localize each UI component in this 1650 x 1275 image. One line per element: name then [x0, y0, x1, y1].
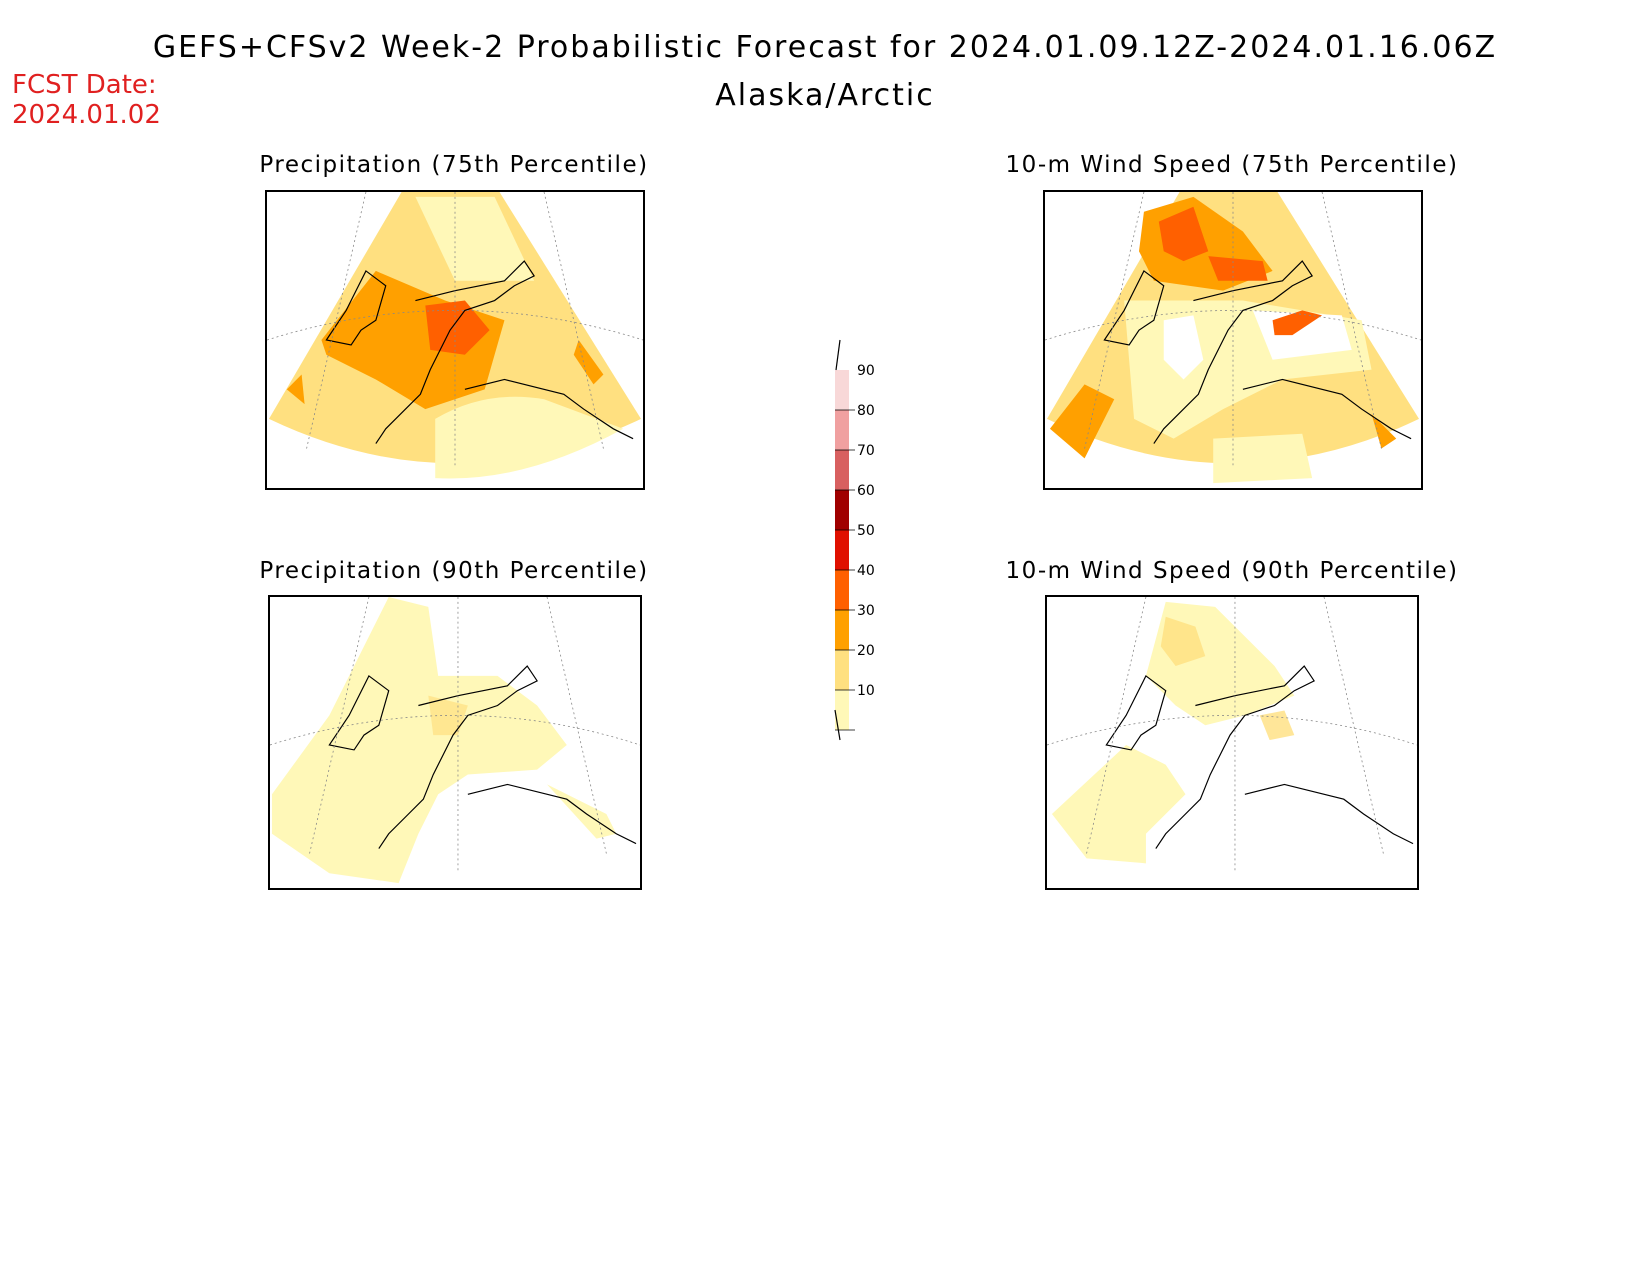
grid-lines — [267, 192, 643, 469]
orange-area — [1049, 384, 1115, 459]
forecast-date-label: FCST Date: — [12, 70, 157, 100]
forecast-date-value: 2024.01.02 — [12, 100, 161, 130]
colorbar-segment-40 — [835, 570, 849, 610]
panel-title-wind-75: 10-m Wind Speed (75th Percentile) — [1005, 152, 1459, 178]
colorbar-segment-50 — [835, 530, 849, 570]
colorbar-label-10: 10 — [857, 683, 875, 699]
colorbar-segment-20 — [835, 650, 849, 690]
colorbar-bottom-triangle — [834, 709, 841, 741]
light-area — [435, 396, 624, 479]
map-precip-90 — [268, 595, 642, 890]
colorbar-label-30: 30 — [857, 603, 875, 619]
main-title: GEFS+CFSv2 Week-2 Probabilistic Forecast… — [152, 30, 1498, 65]
coastline — [1103, 260, 1412, 444]
light-area — [1051, 744, 1186, 864]
map-precip-75 — [265, 190, 645, 490]
map-wind-75 — [1043, 190, 1423, 490]
pale-orange-area — [1160, 616, 1206, 667]
light-area — [1213, 433, 1313, 484]
orange-area — [1371, 414, 1397, 449]
forecast-date: FCST Date: 2024.01.02 — [12, 70, 161, 130]
map-wind-90 — [1045, 595, 1419, 890]
colorbar-segment-60 — [835, 490, 849, 530]
subtitle: Alaska/Arctic — [715, 78, 935, 113]
orange-area — [286, 374, 305, 405]
colorbar-label-20: 20 — [857, 643, 875, 659]
coastline — [1105, 665, 1414, 849]
colorbar-label-70: 70 — [857, 443, 875, 459]
colorbar-label-80: 80 — [857, 403, 875, 419]
colorbar-label-90: 90 — [857, 363, 875, 379]
deep-orange-area — [425, 300, 490, 355]
colorbar-top-triangle — [835, 339, 841, 371]
pale-orange-area — [1259, 710, 1295, 741]
colorbar-segment-80 — [835, 410, 849, 450]
colorbar-legend: 90 80 70 60 50 40 30 20 10 — [834, 339, 875, 741]
pale-orange-area — [428, 695, 468, 736]
deep-orange-area — [1208, 256, 1268, 281]
light-area — [271, 597, 567, 884]
deep-orange-area — [1158, 206, 1209, 262]
colorbar-segment-90 — [835, 370, 849, 410]
grid-lines — [1045, 192, 1421, 469]
coastline — [328, 665, 637, 849]
colorbar-label-60: 60 — [857, 483, 875, 499]
colorbar-segment-70 — [835, 450, 849, 490]
white-area — [1163, 315, 1204, 380]
panel-title-precip-90: Precipitation (90th Percentile) — [259, 558, 649, 584]
coastline — [325, 260, 634, 444]
colorbar-label-40: 40 — [857, 563, 875, 579]
panel-title-precip-75: Precipitation (75th Percentile) — [259, 152, 649, 178]
panel-title-wind-90: 10-m Wind Speed (90th Percentile) — [1005, 558, 1459, 584]
light-area — [547, 784, 617, 839]
colorbar-segment-30 — [835, 610, 849, 650]
colorbar-label-50: 50 — [857, 523, 875, 539]
colorbar-segment-10 — [835, 690, 849, 730]
deep-orange-area — [1272, 310, 1323, 336]
